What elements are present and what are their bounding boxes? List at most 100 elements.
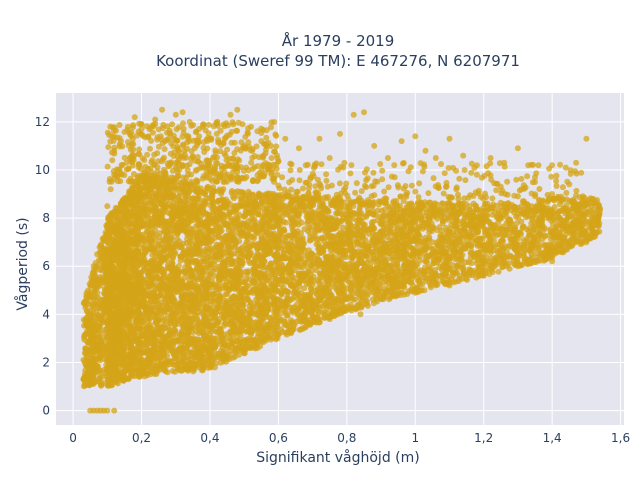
scatter-point bbox=[167, 344, 173, 350]
scatter-point bbox=[99, 373, 105, 379]
scatter-point bbox=[215, 320, 221, 326]
scatter-point bbox=[223, 203, 229, 209]
scatter-point bbox=[92, 342, 98, 348]
scatter-point bbox=[125, 295, 131, 301]
scatter-point bbox=[133, 232, 139, 238]
scatter-point bbox=[165, 185, 171, 191]
scatter-point bbox=[98, 297, 104, 303]
scatter-point bbox=[170, 368, 176, 374]
scatter-point bbox=[259, 323, 265, 329]
scatter-point bbox=[179, 368, 185, 374]
scatter-point bbox=[213, 245, 219, 251]
scatter-point bbox=[139, 234, 145, 240]
scatter-point bbox=[128, 345, 134, 351]
scatter-point bbox=[197, 275, 203, 281]
scatter-point bbox=[141, 298, 147, 304]
scatter-point bbox=[147, 223, 153, 229]
scatter-point bbox=[256, 192, 262, 198]
scatter-point bbox=[99, 313, 105, 319]
scatter-point bbox=[272, 231, 278, 237]
scatter-point bbox=[236, 247, 242, 253]
scatter-point bbox=[148, 209, 154, 215]
scatter-point bbox=[235, 268, 241, 274]
scatter-point bbox=[168, 266, 174, 272]
scatter-point bbox=[122, 253, 128, 259]
scatter-point bbox=[244, 207, 250, 213]
scatter-point bbox=[141, 185, 147, 191]
scatter-point bbox=[152, 203, 158, 209]
scatter-point bbox=[182, 199, 188, 205]
scatter-point bbox=[144, 342, 150, 348]
scatter-point bbox=[191, 250, 197, 256]
scatter-point bbox=[163, 284, 169, 290]
scatter-point bbox=[145, 330, 151, 336]
scatter-point bbox=[104, 268, 110, 274]
scatter-point bbox=[193, 261, 199, 267]
scatter-point bbox=[227, 310, 233, 316]
scatter-point bbox=[208, 311, 214, 317]
scatter-point bbox=[169, 203, 175, 209]
scatter-point bbox=[162, 362, 168, 368]
scatter-point bbox=[186, 249, 192, 255]
scatter-point bbox=[218, 217, 224, 223]
scatter-point bbox=[95, 356, 101, 362]
scatter-point bbox=[184, 240, 190, 246]
scatter-point bbox=[171, 310, 177, 316]
scatter-point bbox=[263, 295, 269, 301]
scatter-point bbox=[183, 304, 189, 310]
scatter-point bbox=[259, 220, 265, 226]
scatter-point bbox=[139, 275, 145, 281]
scatter-point bbox=[155, 184, 161, 190]
scatter-point bbox=[132, 335, 138, 341]
scatter-point bbox=[183, 320, 189, 326]
scatter-point bbox=[233, 241, 239, 247]
scatter-point bbox=[82, 345, 88, 351]
scatter-point bbox=[127, 320, 133, 326]
scatter-point bbox=[106, 262, 112, 268]
scatter-point bbox=[145, 319, 151, 325]
scatter-point bbox=[193, 359, 199, 365]
scatter-point bbox=[156, 193, 162, 199]
scatter-point bbox=[181, 350, 187, 356]
scatter-point bbox=[225, 247, 231, 253]
scatter-point bbox=[144, 367, 150, 373]
scatter-point bbox=[255, 294, 261, 300]
scatter-point bbox=[249, 241, 255, 247]
scatter-point bbox=[181, 269, 187, 275]
scatter-point bbox=[123, 219, 129, 225]
scatter-point bbox=[158, 265, 164, 271]
scatter-point bbox=[118, 201, 124, 207]
scatter-point bbox=[228, 318, 234, 324]
scatter-point bbox=[257, 338, 263, 344]
scatter-point bbox=[172, 337, 178, 343]
scatter-point bbox=[118, 300, 124, 306]
scatter-point bbox=[191, 345, 197, 351]
scatter-point bbox=[119, 306, 125, 312]
scatter-point bbox=[204, 211, 210, 217]
scatter-point bbox=[106, 355, 112, 361]
scatter-point bbox=[239, 233, 245, 239]
scatter-point bbox=[248, 345, 254, 351]
scatter-point bbox=[245, 237, 251, 243]
scatter-point bbox=[209, 328, 215, 334]
scatter-point bbox=[124, 246, 130, 252]
scatter-point bbox=[171, 184, 177, 190]
scatter-point bbox=[140, 350, 146, 356]
scatter-point bbox=[115, 353, 121, 359]
scatter-point bbox=[125, 273, 131, 279]
scatter-point bbox=[178, 254, 184, 260]
scatter-point bbox=[113, 301, 119, 307]
scatter-point bbox=[118, 360, 124, 366]
scatter-point bbox=[182, 314, 188, 320]
scatter-point bbox=[111, 209, 117, 215]
scatter-point bbox=[89, 370, 95, 376]
scatter-point bbox=[155, 293, 161, 299]
scatter-point bbox=[223, 197, 229, 203]
scatter-point bbox=[233, 328, 239, 334]
scatter-point bbox=[194, 216, 200, 222]
chart-title-line-2: Koordinat (Sweref 99 TM): E 467276, N 62… bbox=[156, 52, 520, 70]
scatter-point bbox=[149, 252, 155, 258]
scatter-point bbox=[187, 268, 193, 274]
scatter-point bbox=[127, 282, 133, 288]
